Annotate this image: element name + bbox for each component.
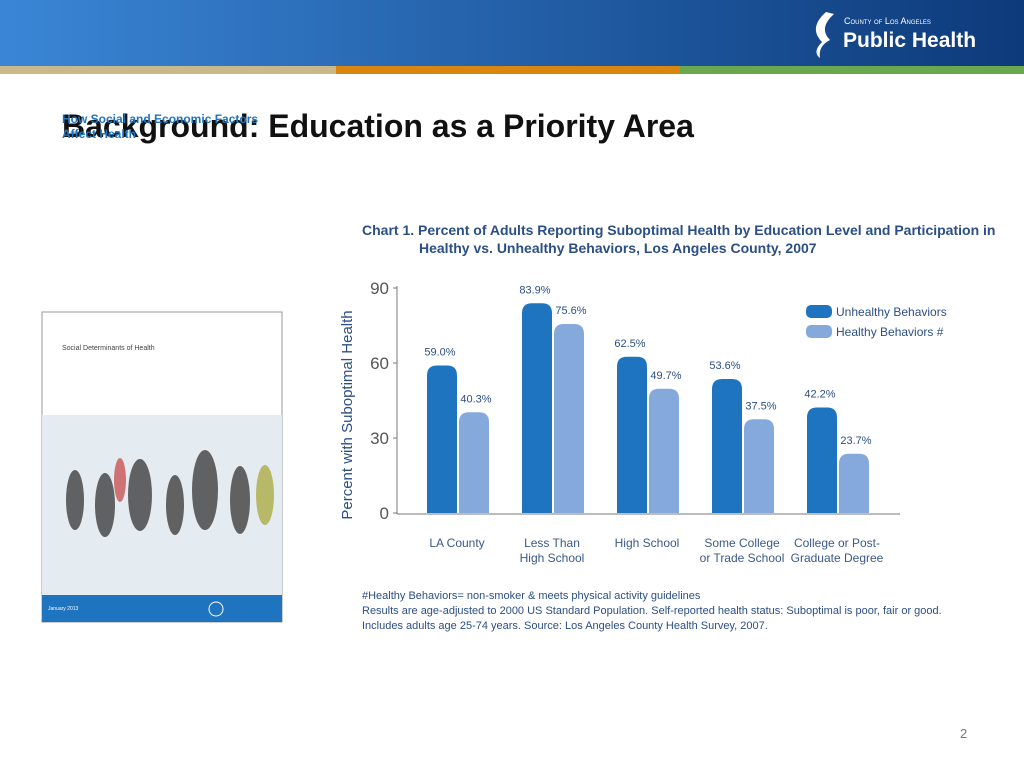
slide-title: Background: Education as a Priority Area <box>62 108 694 144</box>
cover-title: How Social and Economic Factors Affect H… <box>62 112 259 141</box>
bar <box>744 419 774 513</box>
logo-name: Public Health <box>843 29 976 52</box>
legend-swatch <box>806 325 832 338</box>
bar <box>554 324 584 513</box>
logo-org: County of Los Angeles <box>844 16 931 26</box>
y-axis-label: Percent with Suboptimal Health <box>339 310 356 519</box>
x-tick-label: College or Post- Graduate Degree <box>790 536 884 565</box>
value-label: 53.6% <box>709 360 740 372</box>
cover-series: Social Determinants of Health <box>62 345 155 352</box>
value-label: 75.6% <box>555 305 586 317</box>
y-tick-label: 60 <box>370 354 389 373</box>
footnote: Includes adults age 25-74 years. Source:… <box>362 620 768 632</box>
value-label: 49.7% <box>650 370 681 382</box>
value-label: 37.5% <box>745 400 776 412</box>
bar <box>459 412 489 513</box>
bar <box>617 356 647 513</box>
value-label: 42.2% <box>804 389 835 401</box>
x-tick-label: LA County <box>429 536 485 550</box>
header-band <box>0 0 1024 66</box>
value-label: 23.7% <box>840 435 871 447</box>
x-tick-label: High School <box>614 536 680 550</box>
bar <box>649 388 679 513</box>
y-tick-label: 90 <box>370 279 389 298</box>
cover-footer <box>42 595 282 622</box>
cover-people <box>66 450 274 537</box>
legend-label: Healthy Behaviors # <box>836 325 944 339</box>
y-tick-label: 30 <box>370 429 389 448</box>
stripe <box>0 66 336 74</box>
bar <box>839 453 869 513</box>
y-tick-label: 0 <box>380 504 389 523</box>
stripe <box>680 66 1024 74</box>
cover-seal <box>208 601 224 617</box>
footnote: #Healthy Behaviors= non-smoker & meets p… <box>362 590 701 602</box>
stripe <box>336 66 680 74</box>
logo-icon <box>815 12 834 58</box>
bar <box>522 303 552 513</box>
page-number: 2 <box>960 726 967 741</box>
chart-title: Chart 1. Percent of Adults Reporting Sub… <box>362 222 996 256</box>
x-tick-label: Some College or Trade School <box>699 536 785 565</box>
value-label: 62.5% <box>614 338 645 350</box>
bar <box>807 407 837 513</box>
value-label: 40.3% <box>460 393 491 405</box>
x-tick-label: Less Than High School <box>519 536 585 565</box>
footnote: Results are age-adjusted to 2000 US Stan… <box>362 605 942 617</box>
cover-date: January 2013 <box>48 606 79 612</box>
legend-label: Unhealthy Behaviors <box>836 305 947 319</box>
value-label: 59.0% <box>424 347 455 359</box>
bar <box>427 365 457 513</box>
bar <box>712 379 742 513</box>
value-label: 83.9% <box>519 284 550 296</box>
legend-swatch <box>806 305 832 318</box>
